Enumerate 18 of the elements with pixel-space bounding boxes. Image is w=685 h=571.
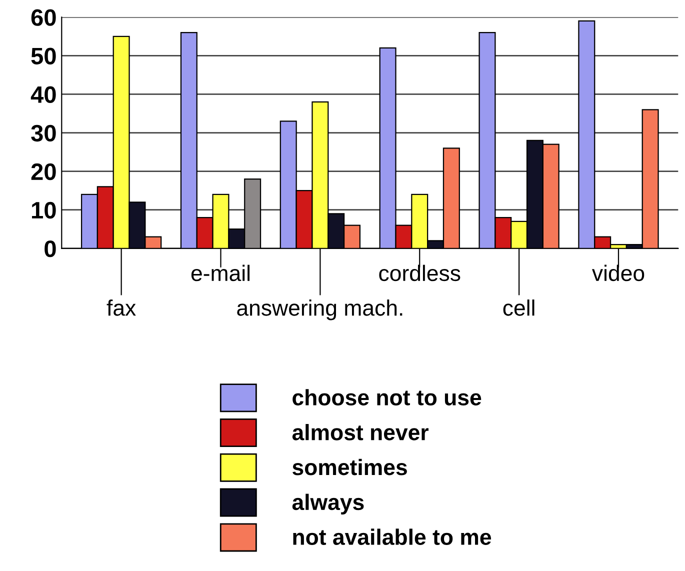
- x-tick-label: cordless: [379, 264, 460, 282]
- x-tick-label: e-mail: [191, 264, 250, 282]
- y-tick-label: 40: [30, 86, 56, 104]
- y-tick-label: 20: [31, 163, 56, 180]
- y-tick-label: 0: [44, 240, 56, 258]
- x-tick-label: cell: [503, 299, 534, 316]
- x-tick-label: answering mach.: [237, 299, 402, 320]
- legend-label: always: [292, 494, 364, 514]
- x-tick-label: video: [592, 264, 644, 282]
- y-tick-label: 10: [32, 202, 56, 219]
- x-tick-label: fax: [106, 300, 136, 316]
- legend-label: almost never: [292, 424, 428, 440]
- legend-label: not available to me: [293, 528, 492, 545]
- legend-label: choose not to use: [292, 389, 482, 406]
- y-tick-label: 50: [31, 48, 56, 64]
- y-tick-label: 30: [31, 124, 56, 142]
- y-tick-label: 60: [31, 9, 56, 26]
- legend-label: sometimes: [292, 458, 407, 476]
